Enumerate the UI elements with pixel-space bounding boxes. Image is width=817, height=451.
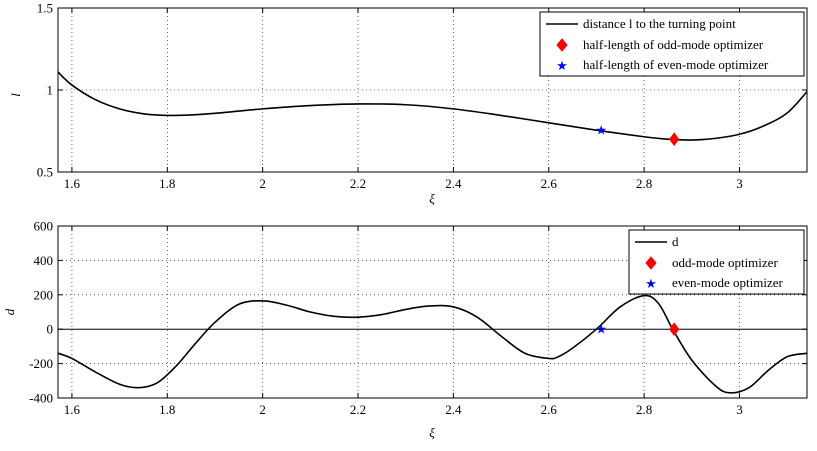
top-ticks: 1.6 1.8 2 2.2 2.4 2.6 2.8 3 0.5 1 1.5 — [37, 1, 807, 191]
x-tick-label: 2 — [259, 176, 266, 191]
bottom-plot-frame — [57, 225, 808, 399]
x-tick-label: 2.4 — [445, 402, 462, 417]
bottom-y-axis-label: d — [2, 308, 17, 315]
y-tick-label: 0.5 — [37, 165, 53, 180]
top-series-line — [57, 71, 808, 141]
y-tick-label: -400 — [29, 391, 53, 406]
top-plot: ★ 1.6 1.8 2 2.2 2.4 2.6 2.8 3 0.5 1 1.5 ξ l distan… — [8, 1, 808, 206]
y-tick-label: -200 — [29, 356, 53, 371]
x-tick-label: 2 — [259, 402, 266, 417]
top-legend-diamond-swatch — [556, 38, 568, 52]
x-tick-label: 1.8 — [159, 176, 175, 191]
x-tick-label: 2.4 — [445, 176, 462, 191]
top-x-axis-label: ξ — [429, 191, 435, 206]
top-legend-star-swatch: ★ — [556, 59, 568, 74]
y-tick-label: 400 — [34, 253, 54, 268]
x-tick-label: 2.6 — [541, 176, 558, 191]
x-tick-label: 2.6 — [541, 402, 558, 417]
bottom-ticks: 1.6 1.8 2 2.2 2.4 2.6 2.8 3 -400 -200 0 200 400 600 — [29, 219, 807, 417]
bottom-legend-diamond-swatch — [645, 256, 657, 270]
x-tick-label: 2.8 — [636, 176, 652, 191]
even-mode-marker: ★ — [595, 124, 607, 139]
top-legend: distance l to the turning point half-len… — [539, 11, 805, 77]
y-tick-label: 1.5 — [37, 1, 53, 16]
x-tick-label: 2.8 — [636, 402, 652, 417]
bottom-legend-label-line: d — [672, 234, 679, 249]
top-legend-label-odd: half-length of odd-mode optimizer — [583, 37, 764, 52]
top-y-axis-label: l — [8, 93, 23, 97]
x-tick-label: 1.8 — [159, 402, 175, 417]
y-tick-label: 600 — [34, 219, 54, 234]
x-tick-label: 3 — [736, 402, 743, 417]
x-tick-label: 3 — [736, 176, 743, 191]
bottom-series-line — [57, 294, 808, 394]
bottom-markers: ★ — [595, 322, 680, 338]
top-legend-label-even: half-length of even-mode optimizer — [583, 57, 769, 72]
top-grid — [58, 8, 807, 172]
odd-mode-marker — [669, 132, 680, 147]
bottom-plot: ★ 1.6 1.8 2 2.2 2.4 2.6 2.8 3 -400 -200 0 200 400 600… — [2, 219, 808, 440]
bottom-x-axis-label: ξ — [429, 425, 435, 440]
x-tick-label: 1.6 — [64, 176, 81, 191]
bottom-legend-box — [628, 229, 805, 295]
bottom-legend-label-odd: odd-mode optimizer — [672, 255, 778, 270]
x-tick-label: 2.2 — [350, 176, 366, 191]
top-markers: ★ — [595, 124, 680, 147]
bottom-legend-star-swatch: ★ — [645, 277, 657, 292]
top-legend-label-line: distance l to the turning point — [583, 16, 736, 31]
bottom-legend: d odd-mode optimizer ★ even-mode optimiz… — [628, 229, 805, 295]
odd-mode-marker — [669, 322, 680, 337]
y-tick-label: 0 — [47, 322, 54, 337]
bottom-legend-label-even: even-mode optimizer — [672, 275, 783, 290]
y-tick-label: 200 — [34, 287, 54, 302]
even-mode-marker: ★ — [595, 323, 607, 338]
y-tick-label: 1 — [47, 83, 54, 98]
x-tick-label: 2.2 — [350, 402, 366, 417]
top-legend-box — [539, 11, 805, 77]
x-tick-label: 1.6 — [64, 402, 81, 417]
